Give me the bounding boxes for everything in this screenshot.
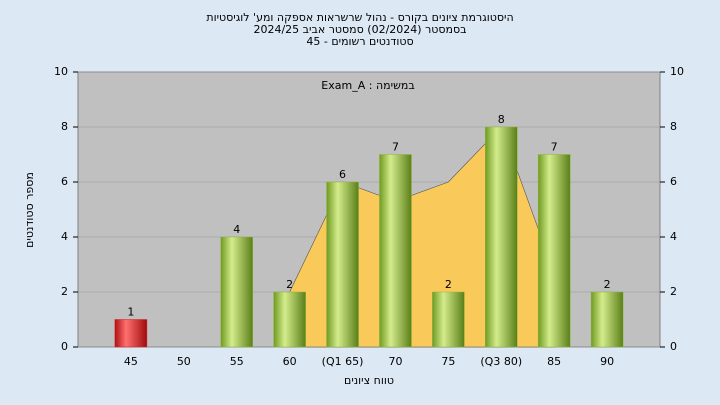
y2-tick-label: 4 <box>670 230 677 243</box>
data-label: 1 <box>127 306 134 319</box>
data-label: 2 <box>286 278 293 291</box>
y-tick-label: 6 <box>61 175 68 188</box>
bar <box>537 154 571 348</box>
y-tick-label: 2 <box>61 285 68 298</box>
y-tick-label: 8 <box>61 120 68 133</box>
x-tick-label: 60 <box>283 355 297 368</box>
x-tick-label: (Q3 80) <box>480 355 522 368</box>
y2-tick-label: 6 <box>670 175 677 188</box>
y-tick-label: 10 <box>54 65 68 78</box>
x-tick-label: 70 <box>388 355 402 368</box>
bar <box>273 291 306 348</box>
x-tick-label: 45 <box>124 355 138 368</box>
bar <box>114 319 148 348</box>
x-axis-label: טווח ציונים <box>344 374 394 387</box>
chart-subtitle: סטודנטים רשומים - 45 <box>306 35 413 48</box>
data-label: 8 <box>498 113 505 126</box>
x-tick-label: 55 <box>230 355 244 368</box>
annotation: במשימה : Exam_A <box>321 79 414 92</box>
y-axis-label: מספר סטודנטים <box>23 172 36 248</box>
x-tick-label: (Q1 65) <box>322 355 364 368</box>
bar <box>432 291 465 348</box>
bar <box>220 236 253 348</box>
x-tick-label: 85 <box>547 355 561 368</box>
bar <box>379 154 412 348</box>
y-tick-label: 0 <box>61 340 68 353</box>
chart-title: היסטוגרמת ציונים בקורס - נהול שרשראות אס… <box>206 11 513 24</box>
bar <box>326 181 359 348</box>
x-tick-label: 75 <box>441 355 455 368</box>
y2-tick-label: 8 <box>670 120 677 133</box>
data-label: 2 <box>604 278 611 291</box>
y2-tick-label: 10 <box>670 65 684 78</box>
y-tick-label: 4 <box>61 230 68 243</box>
data-label: 4 <box>233 223 240 236</box>
data-label: 7 <box>392 141 399 154</box>
chart-subtitle: בסמסטר (02/2024) סמסטר אביב 2024/25 <box>253 23 466 36</box>
data-label: 6 <box>339 168 346 181</box>
y2-tick-label: 0 <box>670 340 677 353</box>
bar <box>485 126 518 348</box>
data-label: 7 <box>551 141 558 154</box>
y2-tick-label: 2 <box>670 285 677 298</box>
x-tick-label: 90 <box>600 355 614 368</box>
data-label: 2 <box>445 278 452 291</box>
bar <box>590 291 624 348</box>
x-tick-label: 50 <box>177 355 191 368</box>
